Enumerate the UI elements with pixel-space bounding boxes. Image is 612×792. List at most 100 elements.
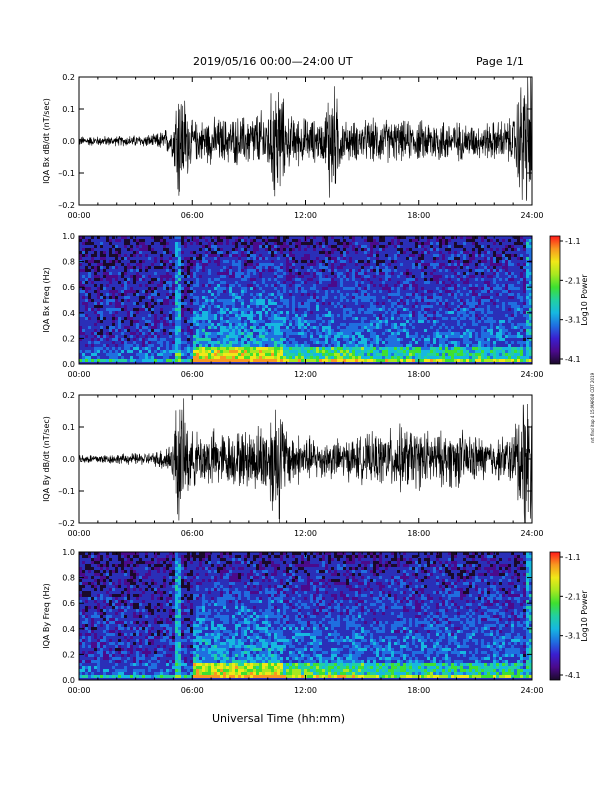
- spectrogram-cell: [346, 347, 349, 350]
- spectrogram-cell: [400, 338, 403, 341]
- spectrogram-cell: [232, 332, 235, 335]
- spectrogram-cell: [136, 675, 139, 678]
- spectrogram-cell: [433, 317, 436, 320]
- spectrogram-cell: [175, 642, 178, 645]
- spectrogram-cell: [475, 356, 478, 359]
- spectrogram-cell: [178, 636, 181, 639]
- spectrogram-cell: [235, 350, 238, 353]
- spectrogram-cell: [97, 236, 100, 239]
- spectrogram-cell: [94, 579, 97, 582]
- spectrogram-cell: [235, 251, 238, 254]
- spectrogram-cell: [97, 615, 100, 618]
- spectrogram-cell: [166, 347, 169, 350]
- spectrogram-cell: [244, 323, 247, 326]
- spectrogram-cell: [160, 341, 163, 344]
- spectrogram-cell: [259, 293, 262, 296]
- spectrogram-cell: [142, 669, 145, 672]
- spectrogram-cell: [511, 350, 514, 353]
- spectrogram-cell: [184, 275, 187, 278]
- spectrogram-cell: [292, 239, 295, 242]
- spectrogram-cell: [169, 654, 172, 657]
- spectrogram-cell: [217, 260, 220, 263]
- spectrogram-cell: [370, 344, 373, 347]
- spectrogram-cell: [502, 260, 505, 263]
- spectrogram-cell: [109, 332, 112, 335]
- spectrogram-cell: [214, 335, 217, 338]
- spectrogram-cell: [211, 672, 214, 675]
- spectrogram-cell: [352, 359, 355, 362]
- spectrogram-cell: [439, 263, 442, 266]
- spectrogram-cell: [250, 356, 253, 359]
- spectrogram-cell: [190, 242, 193, 245]
- spectrogram-cell: [358, 359, 361, 362]
- spectrogram-cell: [250, 347, 253, 350]
- spectrogram-cell: [493, 254, 496, 257]
- spectrogram-cell: [157, 657, 160, 660]
- spectrogram-cell: [184, 290, 187, 293]
- spectrogram-cell: [349, 326, 352, 329]
- spectrogram-cell: [268, 353, 271, 356]
- spectrogram-cell: [169, 350, 172, 353]
- spectrogram-cell: [316, 281, 319, 284]
- spectrogram-cell: [106, 263, 109, 266]
- spectrogram-cell: [79, 326, 82, 329]
- spectrogram-cell: [259, 320, 262, 323]
- spectrogram-cell: [193, 651, 196, 654]
- spectrogram-cell: [253, 257, 256, 260]
- spectrogram-cell: [349, 308, 352, 311]
- spectrogram-cell: [454, 344, 457, 347]
- spectrogram-cell: [187, 636, 190, 639]
- spectrogram-cell: [106, 651, 109, 654]
- spectrogram-cell: [205, 284, 208, 287]
- spectrogram-cell: [124, 573, 127, 576]
- spectrogram-cell: [322, 251, 325, 254]
- spectrogram-cell: [208, 308, 211, 311]
- spectrogram-cell: [259, 356, 262, 359]
- spectrogram-cell: [103, 359, 106, 362]
- spectrogram-cell: [490, 347, 493, 350]
- spectrogram-cell: [298, 353, 301, 356]
- spectrogram-cell: [364, 287, 367, 290]
- spectrogram-cell: [481, 359, 484, 362]
- spectrogram-cell: [376, 323, 379, 326]
- spectrogram-cell: [142, 248, 145, 251]
- spectrogram-cell: [355, 272, 358, 275]
- spectrogram-cell: [250, 293, 253, 296]
- spectrogram-cell: [115, 657, 118, 660]
- spectrogram-cell: [337, 356, 340, 359]
- spectrogram-cell: [124, 341, 127, 344]
- spectrogram-cell: [367, 350, 370, 353]
- spectrogram-cell: [121, 567, 124, 570]
- spectrogram-cell: [454, 317, 457, 320]
- spectrogram-cell: [97, 666, 100, 669]
- spectrogram-cell: [304, 332, 307, 335]
- spectrogram-cell: [112, 657, 115, 660]
- spectrogram-cell: [307, 308, 310, 311]
- spectrogram-cell: [232, 284, 235, 287]
- spectrogram-cell: [136, 275, 139, 278]
- spectrogram-cell: [313, 260, 316, 263]
- spectrogram-cell: [202, 320, 205, 323]
- spectrogram-cell: [454, 272, 457, 275]
- spectrogram-cell: [349, 335, 352, 338]
- spectrogram-cell: [94, 666, 97, 669]
- spectrogram-cell: [343, 260, 346, 263]
- spectrogram-cell: [235, 338, 238, 341]
- spectrogram-cell: [214, 603, 217, 606]
- spectrogram-cell: [508, 335, 511, 338]
- spectrogram-cell: [403, 287, 406, 290]
- spectrogram-cell: [364, 293, 367, 296]
- spectrogram-cell: [469, 317, 472, 320]
- spectrogram-cell: [127, 344, 130, 347]
- spectrogram-cell: [187, 552, 190, 555]
- spectrogram-cell: [214, 666, 217, 669]
- spectrogram-cell: [523, 287, 526, 290]
- spectrogram-cell: [145, 326, 148, 329]
- spectrogram-cell: [163, 266, 166, 269]
- spectrogram-cell: [526, 332, 529, 335]
- spectrogram-cell: [145, 356, 148, 359]
- spectrogram-cell: [127, 278, 130, 281]
- spectrogram-cell: [424, 338, 427, 341]
- spectrogram-cell: [526, 350, 529, 353]
- spectrogram-cell: [211, 314, 214, 317]
